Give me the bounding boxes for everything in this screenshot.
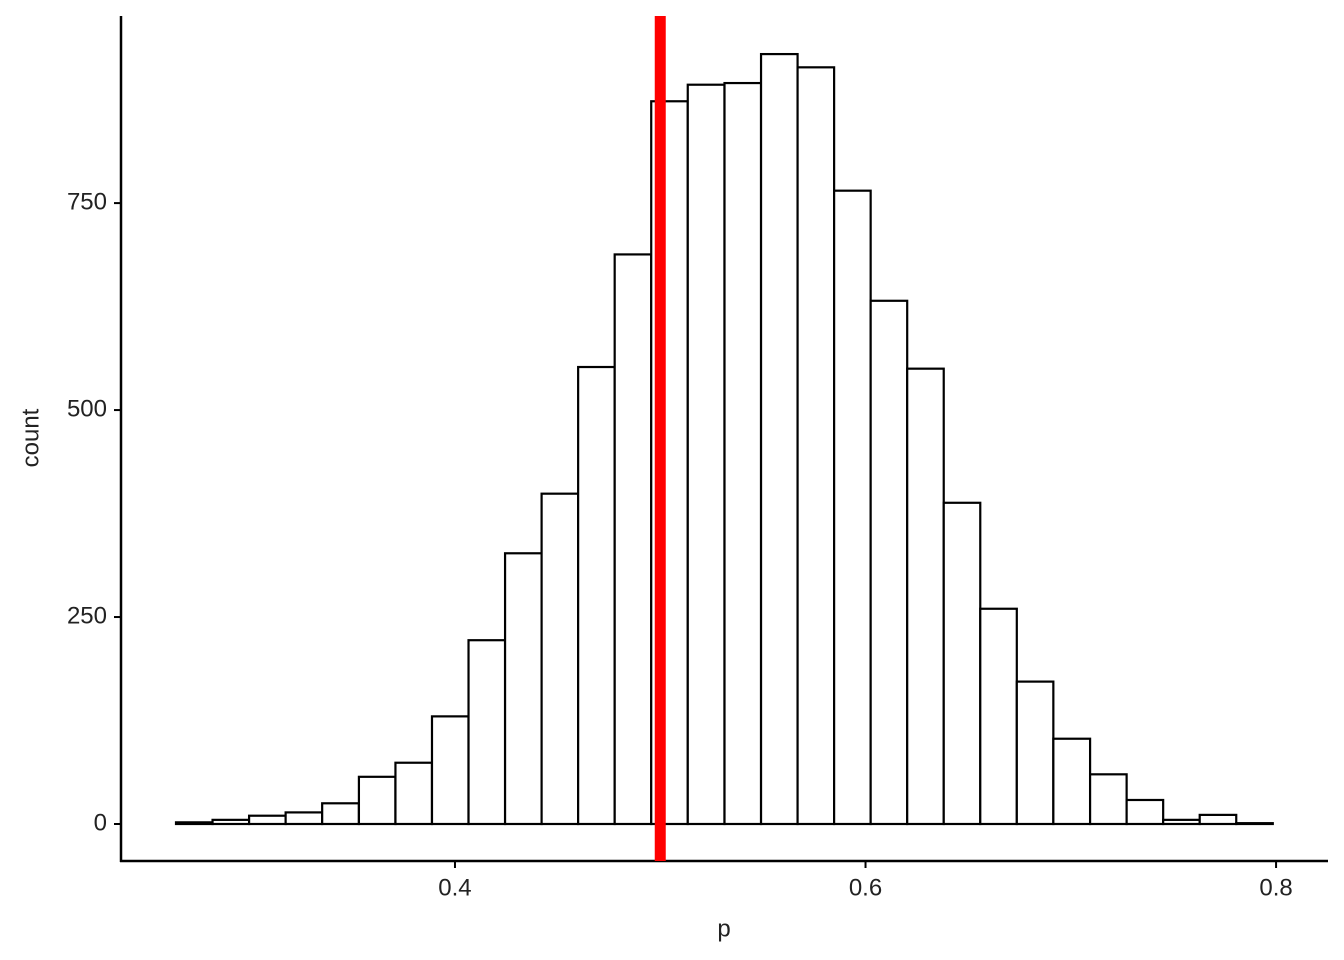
x-tick-label: 0.4 [438, 874, 471, 901]
y-tick-label: 500 [67, 395, 107, 422]
bar [540, 492, 580, 826]
x-tick-label: 0.8 [1259, 874, 1292, 901]
bar [979, 607, 1018, 826]
bar [321, 802, 361, 826]
x-axis-label: p [717, 915, 730, 942]
bar [174, 821, 214, 826]
bar [503, 552, 543, 826]
bar [906, 367, 945, 826]
bar [613, 253, 653, 826]
y-tick-label: 250 [67, 602, 107, 629]
y-tick-label: 750 [67, 188, 107, 215]
bar [577, 365, 616, 826]
bar [357, 775, 397, 826]
bar [1125, 798, 1165, 826]
bar [1162, 818, 1201, 826]
bar [1015, 680, 1055, 826]
bar [942, 501, 982, 826]
bar [1235, 822, 1274, 826]
x-tick-label: 0.6 [849, 874, 882, 901]
bar [869, 299, 909, 826]
bar [394, 761, 434, 826]
bar [759, 52, 799, 826]
bar [723, 81, 763, 826]
bar [686, 83, 726, 826]
bar [211, 818, 251, 826]
bar [1088, 773, 1128, 826]
bar [284, 811, 324, 826]
y-axis-label: count [17, 408, 44, 467]
bar [467, 639, 507, 826]
y-tick-label: 0 [94, 809, 107, 836]
bar [796, 66, 836, 826]
bar [1198, 813, 1238, 826]
bar [430, 715, 470, 826]
bar [1052, 737, 1092, 826]
bar [247, 814, 287, 826]
bar [833, 189, 872, 826]
